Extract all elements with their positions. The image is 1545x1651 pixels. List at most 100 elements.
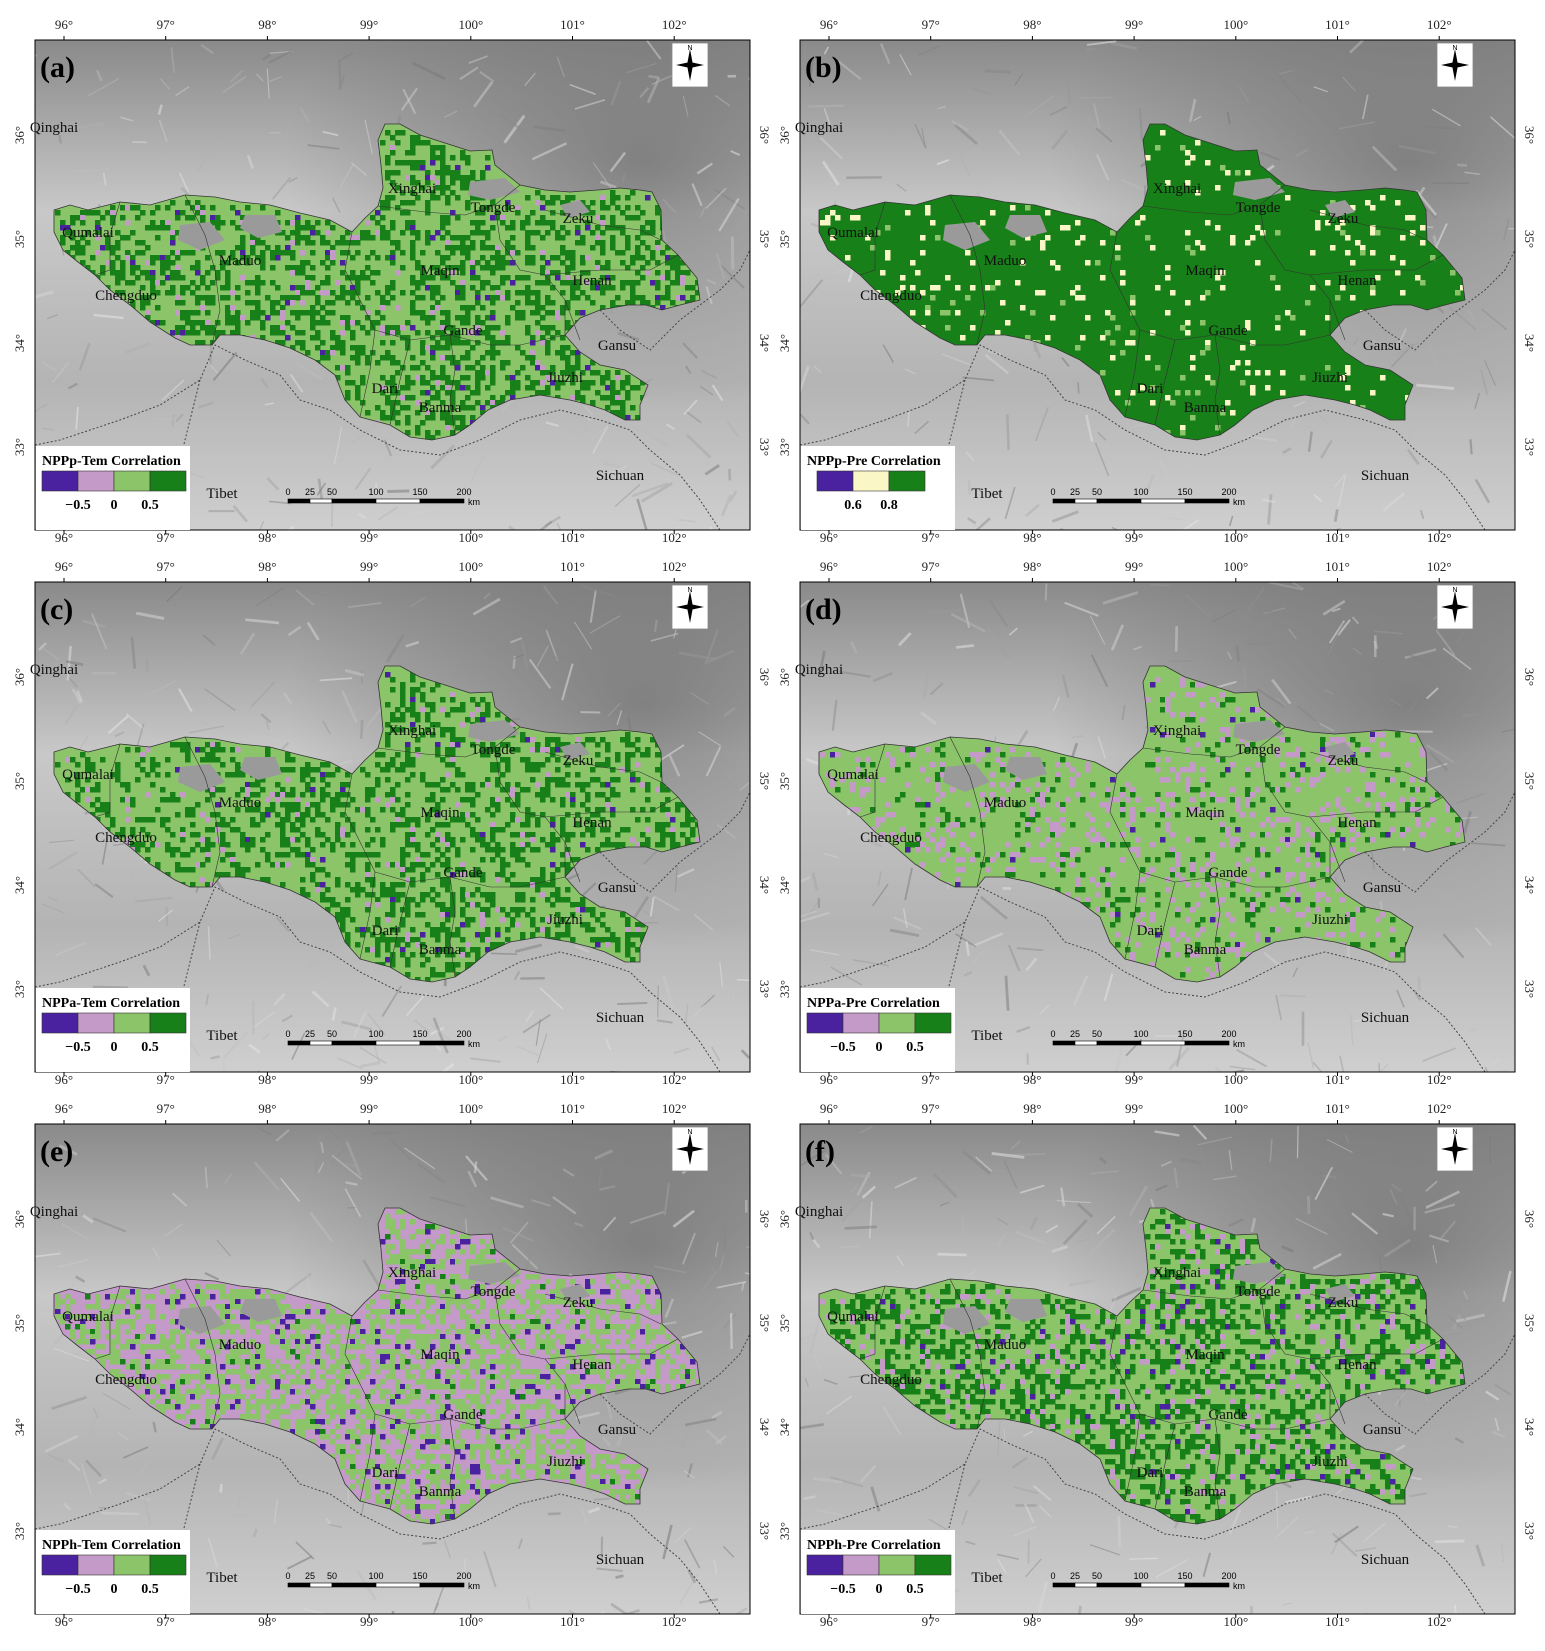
longitude-tick-label: 100° [458,17,483,32]
longitude-tick-label: 100° [458,1614,483,1629]
latitude-tick-label: 33° [757,980,770,998]
scale-label: 0 [1050,1029,1055,1039]
lake [560,200,590,218]
longitude-tick-label: 101° [1325,559,1350,574]
longitude-tick-label: 102° [662,559,687,574]
longitude-tick-label: 96° [820,1101,838,1116]
scale-label: 150 [412,487,427,497]
county-label: Xinghai [1153,181,1201,197]
latitude-tick-label: 34° [12,1418,27,1436]
province-label: Sichuan [1361,1010,1410,1026]
latitude-tick-label: 34° [1522,334,1535,352]
latitude-tick-label: 35° [757,772,770,790]
latitude-tick-label: 36° [777,126,792,144]
map-svg: 96° 96° 97° 97° 98° 98° 99° 99° 100° 100° 101° 101°… [12,1101,770,1629]
longitude-tick-label: 100° [458,559,483,574]
county-boundary [1139,329,1331,346]
county-label: Tongde [471,1284,516,1300]
county-boundary [377,184,521,216]
county-label: Zeku [563,1295,594,1311]
province-label: Gansu [598,1422,637,1438]
county-label: Dari [1137,923,1164,939]
region-outline [53,1207,701,1525]
map-panel-d: 96° 96° 97° 97° 98° 98° 99° 99° 100° 100° 101° 101°… [765,542,1535,1087]
county-label: Zeku [563,753,594,769]
latitude-tick-label: 34° [757,876,770,894]
latitude-tick-label: 33° [12,980,27,998]
county-label: Qumalai [827,225,879,241]
county-label: Tongde [471,200,516,216]
scale-label: 100 [368,487,383,497]
latitude-tick-label: 33° [777,980,792,998]
legend-swatch [41,1554,79,1576]
province-boundary [599,791,750,893]
map-frame [799,1123,1516,1615]
longitude-tick-label: 97° [157,1614,175,1629]
province-label: Qinghai [795,1204,843,1220]
legend-swatch [113,1554,151,1576]
north-arrow-icon: N [1436,584,1474,630]
county-boundary [494,204,566,335]
county-label: Banma [419,1484,462,1500]
county-boundary [1309,209,1427,241]
lake [240,215,282,238]
longitude-tick-label: 100° [458,1072,483,1087]
county-boundary [1309,254,1444,276]
province-boundary [1364,791,1515,893]
lake [1325,1284,1355,1302]
province-label: Tibet [971,1570,1003,1586]
legend-title: NPPp-Pre Correlation [807,454,941,469]
county-boundary [1329,1383,1346,1425]
longitude-tick-label: 101° [560,530,585,545]
longitude-tick-label: 101° [1325,1101,1350,1116]
province-boundary [599,1333,750,1435]
longitude-tick-label: 100° [458,530,483,545]
map-panel-b: 96° 96° 97° 97° 98° 98° 99° 99° 100° 100° 101° 101°… [765,0,1535,545]
longitude-tick-label: 97° [157,1072,175,1087]
longitude-tick-label: 102° [662,530,687,545]
legend-value: 0.5 [141,1582,159,1597]
lake [943,1306,990,1334]
map-panel-e: 96° 96° 97° 97° 98° 98° 99° 99° 100° 100° 101° 101°… [0,1084,770,1629]
county-boundary [859,201,886,276]
county-label: Xinghai [1153,723,1201,739]
province-label: Qinghai [30,1204,78,1220]
latitude-tick-label: 35° [777,772,792,790]
county-boundary [449,334,456,436]
latitude-tick-label: 36° [1522,1210,1535,1228]
county-boundary [184,1278,221,1430]
county-boundary [94,201,121,276]
scale-unit: km [1233,1039,1245,1049]
county-label: Henan [1337,273,1377,289]
longitude-tick-label: 99° [360,17,378,32]
legend-swatch [842,1554,880,1576]
longitude-tick-label: 96° [55,17,73,32]
svg-text:N: N [687,587,692,594]
county-label: Chengduo [95,830,157,846]
latitude-tick-label: 35° [1522,230,1535,248]
legend-value: 0.5 [906,1040,924,1055]
longitude-tick-label: 99° [1125,17,1143,32]
correlation-raster [54,666,700,982]
legend-value: 0.5 [906,1582,924,1597]
map-frame [34,581,751,1073]
longitude-tick-label: 97° [922,559,940,574]
province-label: Qinghai [30,662,78,678]
lake [943,764,990,792]
longitude-tick-label: 100° [1223,530,1248,545]
county-label: Zeku [1328,211,1359,227]
legend-swatch [878,1554,916,1576]
lake [1325,742,1355,760]
longitude-tick-label: 97° [922,17,940,32]
county-boundary [1329,841,1346,883]
longitude-tick-label: 102° [1427,1072,1452,1087]
county-label: Henan [572,815,612,831]
lake [560,742,590,760]
county-boundary [1109,1315,1141,1502]
legend-swatch [852,470,890,492]
panel-letter: (b) [805,51,842,84]
latitude-tick-label: 35° [757,1314,770,1332]
lake [1005,757,1047,780]
latitude-tick-label: 36° [1522,126,1535,144]
